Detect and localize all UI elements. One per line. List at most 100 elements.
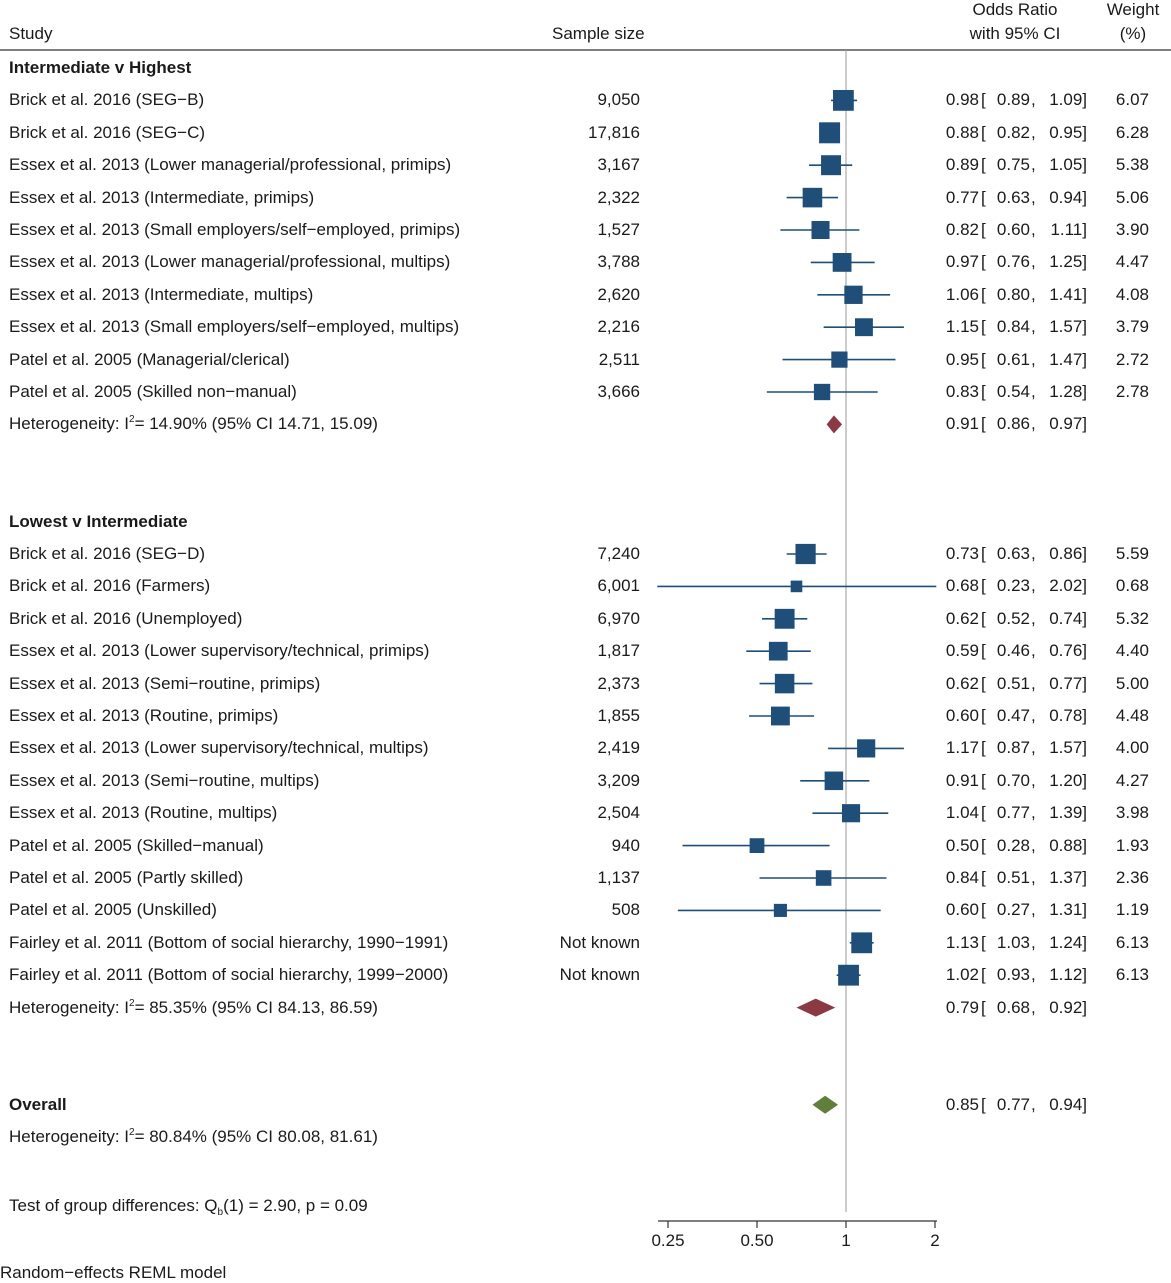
x-tick-label-2: 1	[841, 1231, 851, 1250]
study-0-3-ci-open-bracket: [	[981, 187, 986, 207]
study-1-2-label: Brick et al. 2016 (Unemployed)	[9, 608, 243, 628]
study-1-6-ci-upper: 1.57]	[1049, 738, 1087, 758]
study-0-0-ci-upper: 1.09]	[1049, 90, 1087, 110]
study-1-4-ci-comma: ,	[1031, 673, 1036, 693]
study-0-5-sample-size: 3,788	[597, 252, 640, 272]
study-1-11-sample-size: 508	[611, 900, 640, 920]
study-0-7-marker	[855, 318, 873, 337]
study-0-0-or-value: 0.98	[945, 90, 979, 110]
group-1-summary-or-value: 0.79	[945, 997, 979, 1017]
study-0-9-ci-comma: ,	[1031, 382, 1036, 401]
study-0-1-ci-lower: 0.82	[996, 122, 1030, 142]
study-1-0-label: Brick et al. 2016 (SEG−D)	[9, 544, 206, 563]
study-0-9-marker	[813, 383, 831, 401]
study-0-4-ci-upper: 1.11]	[1050, 220, 1087, 239]
group-1-summary-diamond	[796, 998, 836, 1017]
study-0-8-ci-comma: ,	[1031, 349, 1036, 369]
study-0-4-ci-lower: 0.60	[996, 220, 1030, 239]
study-0-9-label: Patel et al. 2005 (Skilled non−manual)	[9, 382, 297, 401]
study-1-5-weight: 4.48	[1115, 706, 1149, 725]
study-1-1-ci-upper: 2.02]	[1049, 576, 1087, 596]
study-1-4-label: Essex et al. 2013 (Semi−routine, primips…	[9, 673, 321, 693]
x-tick-label-3: 2	[930, 1231, 940, 1250]
overall-ci-upper: 0.94]	[1049, 1094, 1087, 1114]
study-0-6-sample-size: 2,620	[597, 284, 640, 304]
study-0-2-weight: 5.38	[1115, 155, 1149, 175]
model-note: Random−effects REML model	[0, 1263, 227, 1282]
study-1-4-sample-size: 2,373	[597, 673, 640, 693]
study-1-10-label: Patel et al. 2005 (Partly skilled)	[9, 868, 244, 887]
study-1-11-ci-comma: ,	[1031, 900, 1036, 920]
study-0-5-weight: 4.47	[1115, 252, 1149, 272]
study-1-2-weight: 5.32	[1115, 608, 1149, 628]
study-1-3-ci-open-bracket: [	[981, 641, 986, 661]
study-0-7-weight: 3.79	[1115, 317, 1149, 337]
header-weight-unit: (%)	[1119, 24, 1147, 43]
study-0-4-or-value: 0.82	[945, 220, 979, 239]
study-1-2-ci-open-bracket: [	[981, 608, 986, 628]
study-1-1-ci-comma: ,	[1031, 576, 1036, 596]
study-0-6-ci-lower: 0.80	[996, 284, 1030, 304]
study-0-8-ci-lower: 0.61	[996, 349, 1030, 369]
study-1-0-marker	[795, 543, 816, 565]
study-0-5-or-value: 0.97	[945, 252, 979, 272]
heterogeneity-value: = 14.90% (95% CI 14.71, 15.09)	[134, 414, 378, 434]
study-1-13-ci-open-bracket: [	[981, 965, 986, 985]
study-0-3-ci-comma: ,	[1031, 187, 1036, 207]
study-1-10-ci-comma: ,	[1031, 868, 1036, 887]
heterogeneity-label: Heterogeneity: I	[9, 997, 130, 1017]
study-0-1-marker	[819, 122, 841, 144]
study-1-6-ci-comma: ,	[1031, 738, 1036, 758]
study-1-3-marker	[768, 641, 788, 661]
study-1-10-sample-size: 1,137	[597, 868, 640, 887]
study-1-5-label: Essex et al. 2013 (Routine, primips)	[9, 706, 279, 725]
study-0-8-label: Patel et al. 2005 (Managerial/clerical)	[9, 349, 290, 369]
study-1-11-ci-open-bracket: [	[981, 900, 986, 920]
study-1-5-or-value: 0.60	[945, 706, 979, 725]
study-1-5-ci-upper: 0.78]	[1049, 706, 1087, 725]
study-0-9-ci-open-bracket: [	[981, 382, 986, 401]
study-0-6-ci-comma: ,	[1031, 284, 1036, 304]
study-1-3-sample-size: 1,817	[597, 641, 640, 661]
study-1-3-ci-comma: ,	[1031, 641, 1036, 661]
study-0-2-ci-upper: 1.05]	[1049, 155, 1087, 175]
study-1-6-ci-open-bracket: [	[981, 738, 986, 758]
study-1-0-sample-size: 7,240	[597, 544, 640, 563]
overall-ci-open-bracket: [	[981, 1094, 986, 1114]
study-1-11-ci-upper: 1.31]	[1049, 900, 1087, 920]
group-0-summary-ci-comma: ,	[1031, 414, 1036, 434]
study-0-0-ci-open-bracket: [	[981, 90, 986, 110]
study-1-0-weight: 5.59	[1115, 544, 1149, 563]
study-1-0-ci-upper: 0.86]	[1049, 544, 1087, 563]
study-0-4-label: Essex et al. 2013 (Small employers/self−…	[9, 220, 461, 239]
study-0-7-label: Essex et al. 2013 (Small employers/self−…	[9, 317, 460, 337]
study-0-7-sample-size: 2,216	[597, 317, 640, 337]
study-1-9-ci-comma: ,	[1031, 835, 1036, 855]
group-0-title: Intermediate v Highest	[9, 58, 192, 77]
study-0-5-ci-lower: 0.76	[996, 252, 1030, 272]
heterogeneity-superscript: 2	[129, 997, 135, 1009]
study-1-9-ci-upper: 0.88]	[1049, 835, 1087, 855]
study-1-12-ci-upper: 1.24]	[1049, 932, 1087, 952]
study-1-2-ci-upper: 0.74]	[1049, 608, 1087, 628]
study-1-4-ci-open-bracket: [	[981, 673, 986, 693]
study-0-5-ci-comma: ,	[1031, 252, 1036, 272]
study-1-7-label: Essex et al. 2013 (Semi−routine, multips…	[9, 770, 320, 790]
study-0-9-weight: 2.78	[1115, 382, 1149, 401]
study-0-4-sample-size: 1,527	[597, 220, 640, 239]
group-0-summary-or-value: 0.91	[945, 414, 979, 434]
study-1-7-ci-upper: 1.20]	[1049, 770, 1087, 790]
study-0-5-marker	[832, 252, 852, 272]
study-0-7-ci-lower: 0.84	[996, 317, 1030, 337]
study-1-0-ci-lower: 0.63	[996, 544, 1030, 563]
study-1-9-ci-lower: 0.28	[996, 835, 1030, 855]
group-1-summary-ci-lower: 0.68	[996, 997, 1030, 1017]
study-1-1-sample-size: 6,001	[597, 576, 640, 596]
heterogeneity-value: = 80.84% (95% CI 80.08, 81.61)	[134, 1127, 378, 1147]
study-1-12-marker	[851, 932, 873, 954]
heterogeneity-superscript: 2	[129, 1127, 135, 1139]
study-1-1-ci-open-bracket: [	[981, 576, 986, 596]
study-1-1-weight: 0.68	[1115, 576, 1149, 596]
study-1-1-ci-lower: 0.23	[996, 576, 1030, 596]
study-0-4-ci-comma: ,	[1031, 220, 1036, 239]
